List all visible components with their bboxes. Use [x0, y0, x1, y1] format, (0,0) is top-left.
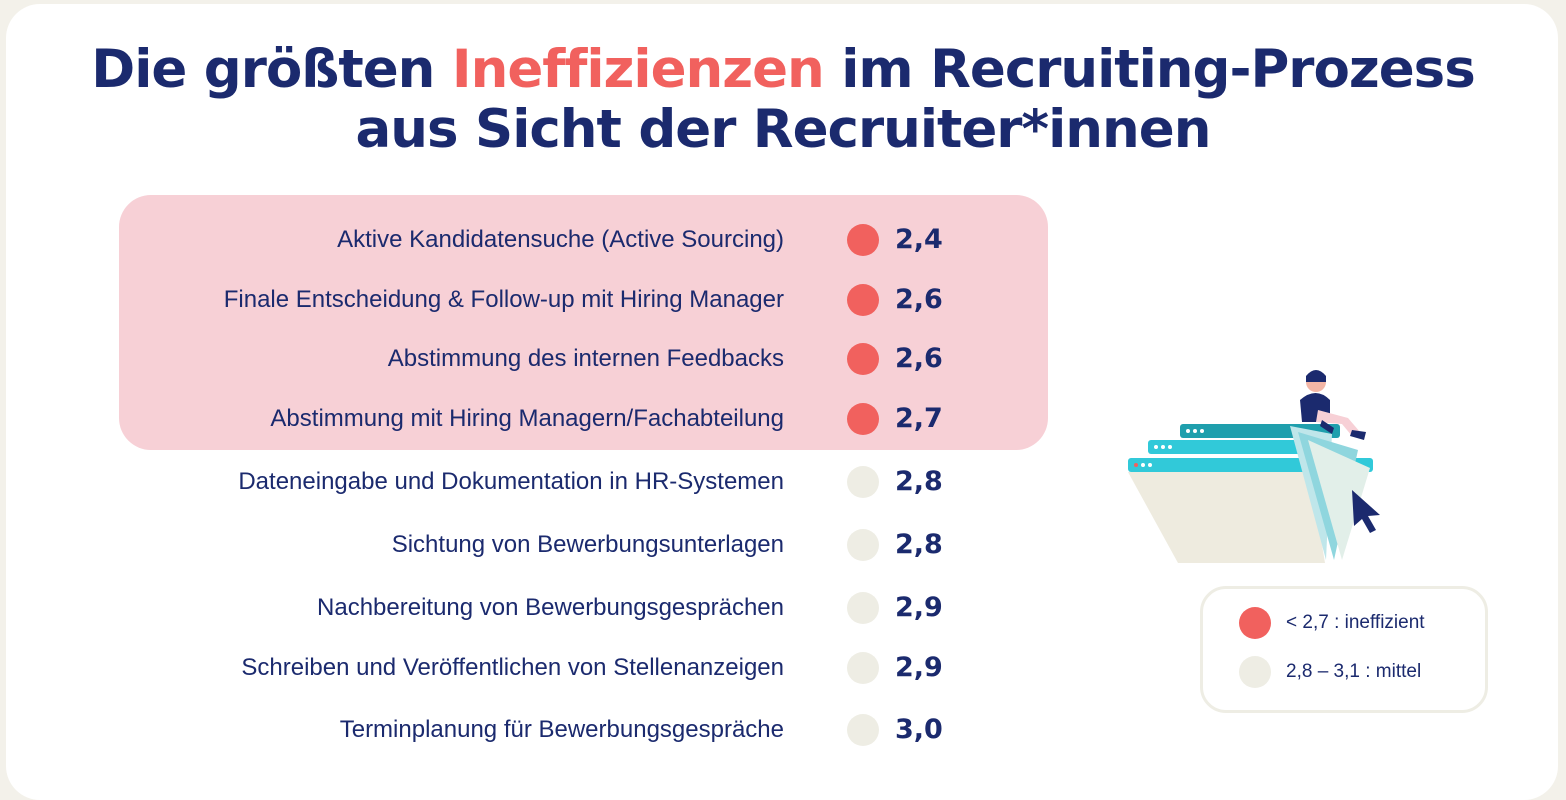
list-item: Schreiben und Veröffentlichen von Stelle… [0, 648, 1000, 688]
title-line-2: aus Sicht der Recruiter*innen [355, 99, 1212, 160]
item-label: Abstimmung mit Hiring Managern/Fachabtei… [270, 405, 784, 432]
legend-label: 2,8 – 3,1 : mittel [1286, 661, 1422, 682]
legend: < 2,7 : ineffizient 2,8 – 3,1 : mittel [1200, 586, 1488, 713]
item-label: Terminplanung für Bewerbungsgespräche [339, 716, 784, 743]
item-value: 2,6 [895, 343, 943, 374]
item-value: 2,8 [895, 466, 943, 497]
item-value: 2,4 [895, 224, 943, 255]
item-label: Sichtung von Bewerbungsunterlagen [391, 531, 784, 558]
item-label: Dateneingabe und Dokumentation in HR-Sys… [238, 468, 784, 495]
legend-dot-mittel [1239, 656, 1271, 688]
legend-dot-ineffizient [1239, 607, 1271, 639]
status-dot [847, 403, 879, 435]
item-label: Aktive Kandidatensuche (Active Sourcing) [337, 226, 784, 253]
status-dot [847, 592, 879, 624]
title-part-pre: Die größten [91, 39, 452, 100]
title-highlight: Ineffizienzen [451, 39, 825, 100]
item-value: 2,7 [895, 403, 943, 434]
status-dot [847, 466, 879, 498]
list-item: Abstimmung des internen Feedbacks 2,6 [0, 339, 1000, 379]
list-item: Sichtung von Bewerbungsunterlagen 2,8 [0, 525, 1000, 565]
status-dot [847, 343, 879, 375]
item-label: Schreiben und Veröffentlichen von Stelle… [241, 654, 784, 681]
ineffizient-highlight-box [119, 195, 1048, 450]
title-line-1: Die größten Ineffizienzen im Recruiting-… [0, 40, 1566, 100]
status-dot [847, 652, 879, 684]
status-dot [847, 714, 879, 746]
list-item: Nachbereitung von Bewerbungsgesprächen 2,… [0, 588, 1000, 628]
item-value: 2,9 [895, 652, 943, 683]
list-item: Abstimmung mit Hiring Managern/Fachabtei… [0, 399, 1000, 439]
item-label: Abstimmung des internen Feedbacks [387, 345, 784, 372]
legend-label: < 2,7 : ineffizient [1286, 612, 1425, 633]
item-value: 2,9 [895, 592, 943, 623]
list-item: Terminplanung für Bewerbungsgespräche 3,0 [0, 710, 1000, 750]
status-dot [847, 284, 879, 316]
list-item: Finale Entscheidung & Follow-up mit Hiri… [0, 280, 1000, 320]
item-label: Finale Entscheidung & Follow-up mit Hiri… [223, 286, 784, 313]
status-dot [847, 224, 879, 256]
item-value: 3,0 [895, 714, 943, 745]
list-item: Aktive Kandidatensuche (Active Sourcing)… [0, 220, 1000, 260]
folder-illustration-icon [1128, 370, 1380, 563]
chart-title: Die größten Ineffizienzen im Recruiting-… [0, 40, 1566, 160]
status-dot [847, 529, 879, 561]
item-value: 2,6 [895, 284, 943, 315]
list-item: Dateneingabe und Dokumentation in HR-Sys… [0, 462, 1000, 502]
title-part-post: im Recruiting-Prozess [823, 39, 1476, 100]
item-value: 2,8 [895, 529, 943, 560]
item-label: Nachbereitung von Bewerbungsgesprächen [317, 594, 784, 621]
